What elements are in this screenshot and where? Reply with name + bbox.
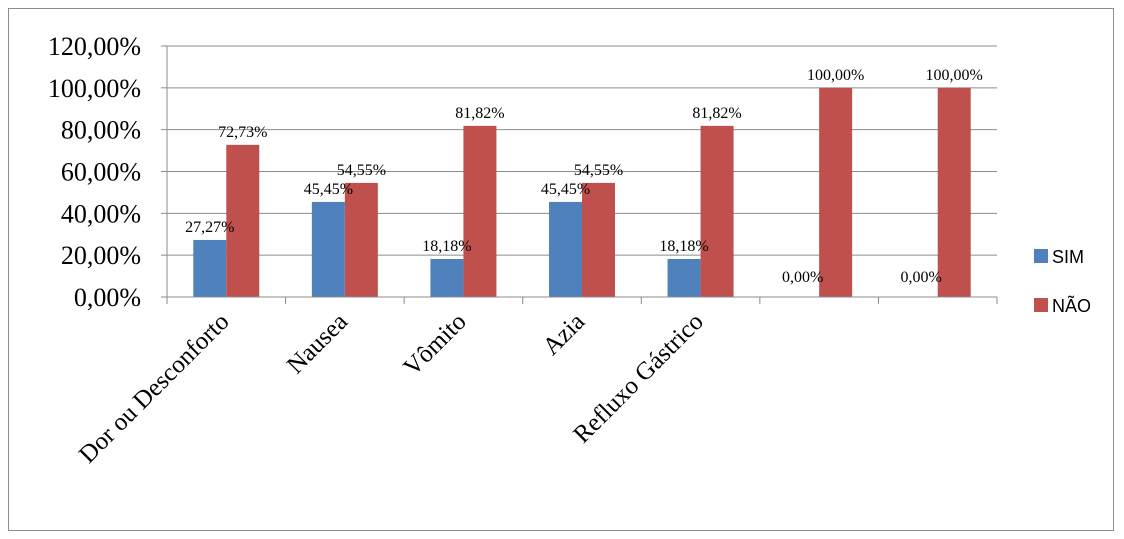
y-tick-label: 40,00% — [61, 199, 141, 228]
y-tick-label: 60,00% — [61, 158, 141, 187]
data-label: 27,27% — [185, 219, 234, 236]
legend-swatch-sim — [1034, 249, 1048, 263]
data-label: 100,00% — [807, 67, 864, 84]
bar-sim — [193, 239, 227, 297]
data-label: 18,18% — [422, 238, 471, 255]
data-label: 0,00% — [782, 269, 823, 286]
bar-sim — [430, 258, 464, 297]
x-tick-label: Vômito — [399, 308, 472, 381]
legend-swatch-nao — [1034, 298, 1048, 312]
data-label: 45,45% — [541, 181, 590, 198]
bar-nao — [463, 125, 497, 297]
y-tick-label: 20,00% — [61, 241, 141, 270]
data-label: 54,55% — [574, 162, 623, 179]
axes — [161, 45, 998, 304]
data-label: 100,00% — [926, 67, 983, 84]
bar-nao — [937, 87, 971, 297]
y-axis-ticks: 0,00% 20,00% 40,00% 60,00% 80,00% 100,00% 120,… — [48, 32, 141, 312]
y-tick-label: 0,00% — [74, 283, 141, 312]
x-axis-ticks: Dor ou Desconforto Nausea Vômito AziaReflux… — [74, 308, 709, 468]
x-tick-label: Azia — [538, 308, 590, 360]
bar-nao — [582, 182, 615, 297]
data-label: 0,00% — [901, 269, 942, 286]
bar-sim — [667, 258, 701, 297]
data-labels: 27,27% 72,73% 45,45% 54,55% 18,18% 81,82% 45,4… — [185, 67, 983, 286]
legend-label: NÃO — [1052, 295, 1091, 316]
bars-layer — [193, 87, 971, 297]
data-label: 81,82% — [692, 105, 741, 122]
bar-nao — [700, 125, 734, 297]
legend: SIM NÃO — [1034, 247, 1091, 316]
legend-label: SIM — [1052, 247, 1084, 267]
bar-sim — [549, 201, 582, 297]
gridlines — [167, 45, 997, 256]
y-tick-label: 80,00% — [61, 116, 141, 145]
bar-sim — [311, 201, 345, 297]
bar-nao — [344, 182, 378, 297]
data-label: 18,18% — [659, 238, 708, 255]
y-tick-label: 100,00% — [48, 74, 141, 103]
bar-nao — [226, 144, 260, 297]
data-label: 45,45% — [304, 181, 353, 198]
data-label: 54,55% — [337, 162, 386, 179]
x-tick-label: Nausea — [282, 308, 353, 379]
bar-nao — [819, 87, 853, 297]
data-label: 72,73% — [218, 124, 267, 141]
x-tick-label: Dor ou Desconforto — [74, 308, 234, 468]
y-tick-label: 120,00% — [48, 32, 141, 61]
x-tick-label: Refluxo Gástrico — [568, 308, 708, 448]
data-label: 81,82% — [455, 105, 504, 122]
